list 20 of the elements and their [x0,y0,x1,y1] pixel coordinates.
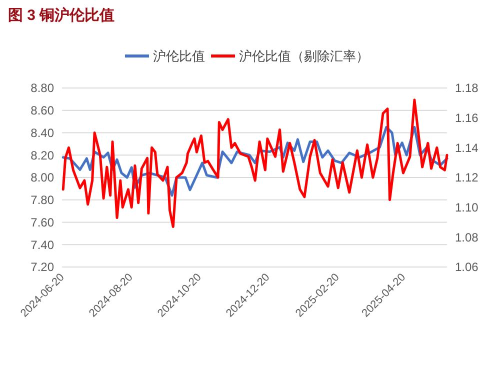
y-tick-label: 7.20 [30,260,54,274]
y2-tick-label: 1.10 [455,200,479,215]
y-tick-label: 8.80 [30,81,54,96]
legend-label: 沪伦比值（剔除汇率） [239,48,369,64]
legend-label: 沪伦比值 [153,48,205,64]
y-tick-label: 7.60 [30,215,54,230]
y-tick-label: 8.00 [30,170,54,185]
y2-tick-label: 1.06 [455,260,479,274]
y-tick-label: 8.60 [30,104,54,118]
y2-tick-label: 1.18 [455,81,479,96]
y2-tick-label: 1.08 [455,230,479,244]
chart-title: 图 3 铜沪伦比值 [8,6,115,24]
y-tick-label: 7.80 [30,193,54,208]
y-tick-label: 7.40 [30,238,54,252]
y2-tick-label: 1.16 [455,111,479,126]
line-series [62,98,448,228]
y2-tick-label: 1.14 [455,140,479,155]
y2-tick-label: 1.12 [455,170,479,185]
y-tick-label: 8.20 [30,148,54,162]
y-tick-label: 8.40 [30,126,54,140]
